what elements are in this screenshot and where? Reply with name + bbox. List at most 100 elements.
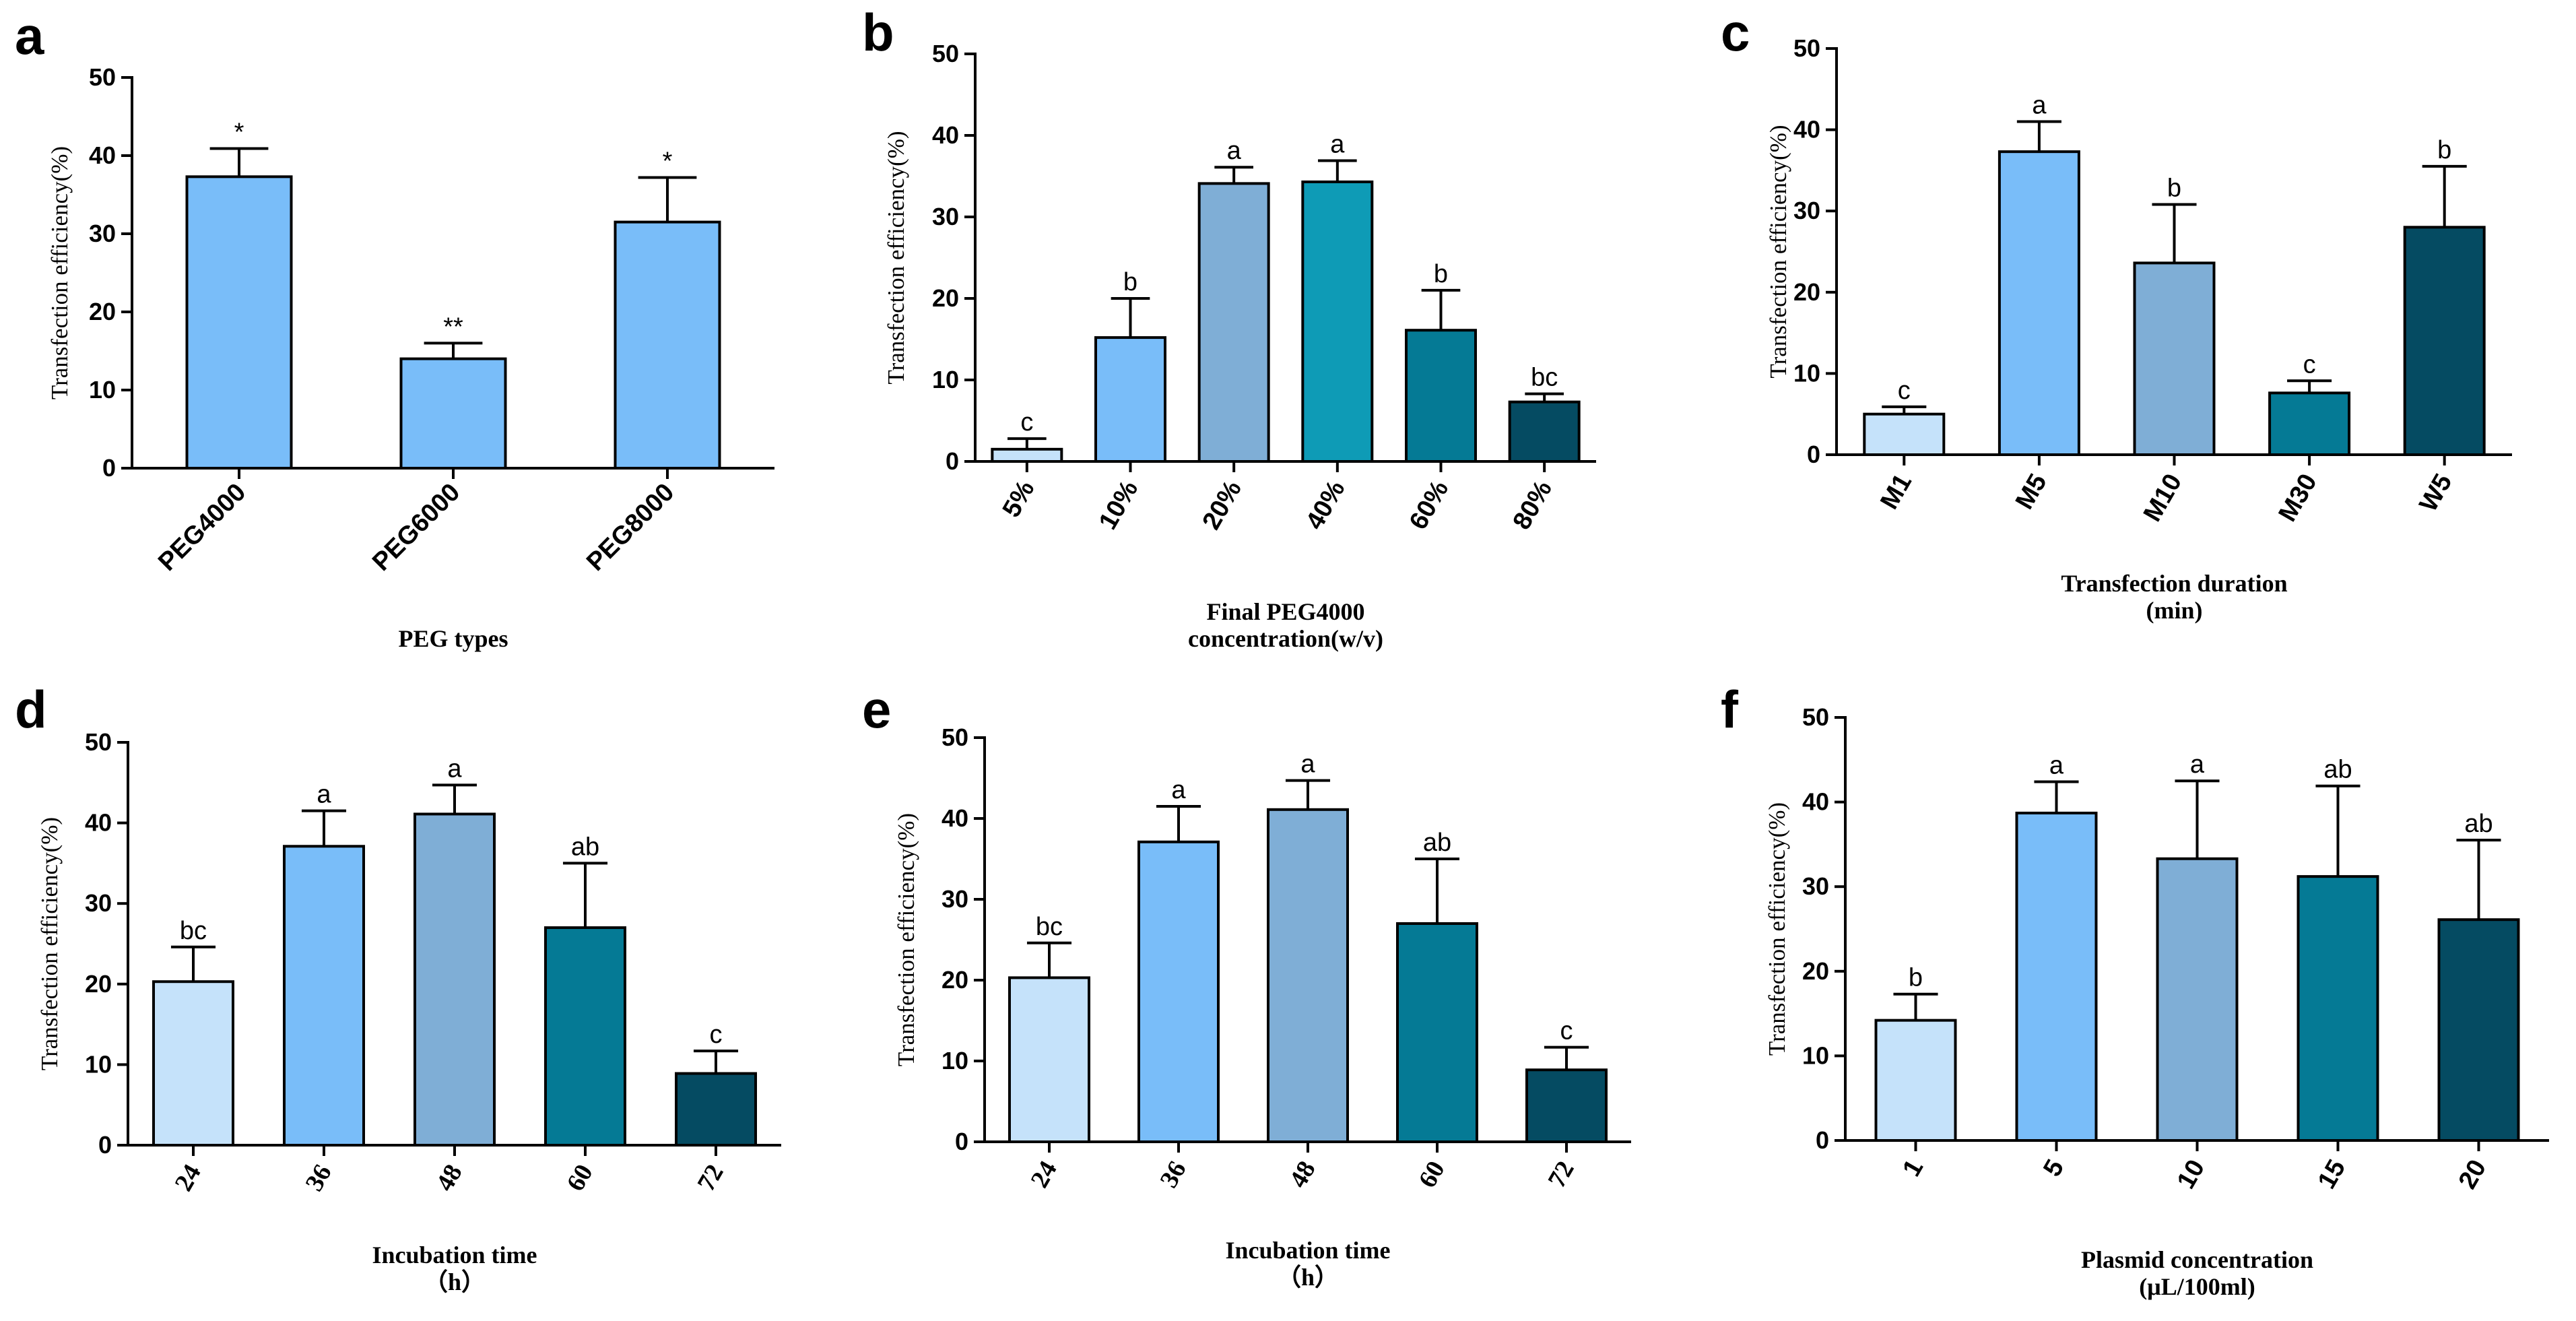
significance-label: ab	[2323, 756, 2352, 784]
significance-label: b	[1123, 268, 1137, 296]
x-tick-label: 10%	[1094, 476, 1144, 535]
y-tick-label: 30	[1793, 197, 1820, 224]
bar-b-5%	[991, 447, 1063, 463]
bar-e-24	[1008, 976, 1090, 1144]
bar-b-80%	[1508, 400, 1581, 463]
bar-a-PEG4000	[185, 175, 293, 470]
significance-label: ab	[2464, 810, 2492, 838]
y-tick-label: 10	[89, 376, 116, 404]
y-axis-label: Transfection efficiency(%)	[36, 817, 63, 1070]
y-tick-label: 30	[89, 220, 116, 247]
bar-f-1	[1874, 1019, 1957, 1142]
panel-letter-b: b	[862, 3, 894, 62]
x-tick-label: 20%	[1197, 476, 1247, 535]
x-axis-label: Final PEG4000	[1206, 598, 1364, 625]
significance-label: a	[2049, 751, 2064, 779]
x-tick-label: 15	[2313, 1155, 2352, 1194]
y-tick-label: 50	[1793, 34, 1820, 62]
bar-e-48	[1267, 808, 1349, 1144]
y-axis-label: Transfection efficiency(%)	[893, 813, 919, 1066]
x-axis-label: Incubation time	[372, 1242, 537, 1268]
x-axis-label: (μL/100ml)	[2139, 1273, 2255, 1300]
y-axis-label: Transfection efficiency(%)	[1764, 802, 1790, 1056]
x-tick-label: 60	[1413, 1157, 1450, 1193]
x-tick-label: 72	[692, 1160, 729, 1196]
panel-letter-c: c	[1721, 3, 1750, 62]
x-tick-label: 5	[2038, 1155, 2070, 1182]
bar-f-20	[2437, 918, 2520, 1142]
bar-c-M5	[1997, 150, 2080, 457]
panel-letter-a: a	[15, 6, 44, 65]
significance-label: *	[663, 147, 673, 175]
y-tick-label: 40	[85, 809, 112, 837]
x-tick-label: 24	[1025, 1157, 1062, 1193]
significance-label: b	[2167, 174, 2181, 203]
y-tick-label: 0	[946, 447, 959, 475]
y-tick-label: 50	[932, 40, 959, 67]
panel-letter-f: f	[1721, 680, 1739, 739]
x-tick-label: PEG8000	[581, 478, 680, 577]
y-tick-label: 30	[85, 889, 112, 917]
bar-e-36	[1137, 840, 1220, 1144]
x-tick-label: 72	[1542, 1157, 1579, 1193]
x-tick-label: 20	[2453, 1155, 2492, 1194]
bar-b-20%	[1197, 182, 1270, 463]
y-tick-label: 40	[1793, 116, 1820, 143]
bar-e-72	[1525, 1068, 1608, 1143]
y-tick-label: 40	[932, 121, 959, 149]
significance-label: a	[1330, 131, 1345, 159]
panel-e: e 0 10 20 30 40 50 bc 24 a 36 a 48 ab 60 c 72 Transfectio…	[862, 680, 1631, 1291]
bar-f-10	[2156, 857, 2239, 1142]
x-tick-label: M30	[2274, 470, 2323, 527]
significance-label: bc	[1531, 364, 1558, 392]
y-tick-label: 10	[932, 366, 959, 393]
bar-d-36	[283, 845, 365, 1147]
y-tick-label: 40	[89, 141, 116, 169]
x-tick-label: M1	[1875, 470, 1917, 515]
panel-letter-d: d	[15, 680, 47, 739]
y-tick-label: 30	[1802, 872, 1829, 900]
bar-c-W5	[2403, 226, 2486, 456]
y-tick-label: 0	[1807, 441, 1820, 468]
bar-a-PEG6000	[399, 357, 507, 470]
bar-b-40%	[1301, 180, 1374, 463]
significance-label: b	[1909, 964, 1923, 992]
x-axis-label: PEG types	[398, 625, 508, 652]
significance-label: ab	[1423, 829, 1451, 857]
y-tick-label: 10	[1802, 1041, 1829, 1069]
x-axis-label: （h）	[424, 1268, 486, 1295]
y-tick-label: 20	[89, 298, 116, 325]
significance-label: c	[710, 1021, 723, 1049]
y-axis-label: Transfection efficiency(%)	[883, 131, 909, 384]
x-axis-label: (min)	[2146, 597, 2203, 624]
x-tick-label: 1	[1897, 1155, 1929, 1182]
y-tick-label: 20	[932, 284, 959, 312]
bar-b-60%	[1405, 329, 1477, 463]
x-tick-label: 60	[561, 1160, 598, 1196]
x-tick-label: 40%	[1300, 476, 1350, 535]
y-tick-label: 0	[1816, 1126, 1829, 1154]
y-tick-label: 10	[942, 1047, 968, 1074]
x-tick-label: W5	[2414, 470, 2458, 517]
y-tick-label: 40	[1802, 788, 1829, 816]
bar-d-24	[152, 980, 234, 1147]
significance-label: c	[1560, 1017, 1573, 1045]
panel-a: a 0 10 20 30 40 50 * PEG4000 ** PEG6000 * PEG8000 Tra…	[15, 6, 774, 652]
x-tick-label: 60%	[1404, 476, 1454, 535]
x-tick-label: 24	[169, 1160, 206, 1196]
y-tick-label: 20	[85, 970, 112, 998]
y-tick-label: 10	[1793, 359, 1820, 387]
x-tick-label: 48	[1284, 1157, 1321, 1193]
y-tick-label: 50	[85, 728, 112, 756]
x-tick-label: PEG6000	[367, 478, 465, 577]
y-tick-label: 0	[102, 454, 116, 482]
y-tick-label: 30	[932, 203, 959, 230]
significance-label: a	[2032, 92, 2047, 120]
significance-label: a	[1300, 750, 1315, 779]
y-tick-label: 50	[1802, 703, 1829, 731]
bar-e-60	[1396, 922, 1478, 1143]
significance-label: b	[2437, 136, 2451, 164]
y-tick-label: 40	[942, 804, 968, 832]
panel-c: c 0 10 20 30 40 50 c M1 a M5 b M10 c M30 b W5 Transfectio…	[1721, 3, 2512, 624]
